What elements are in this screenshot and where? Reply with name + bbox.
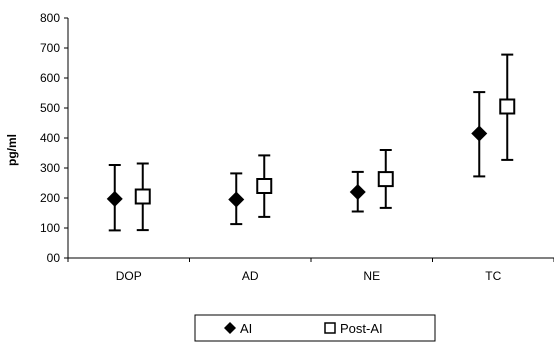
data-point [377, 171, 394, 188]
data-point [499, 98, 516, 115]
x-category-label: NE [363, 269, 380, 283]
y-tick-label: 00 [47, 251, 61, 265]
y-tick-label: 100 [40, 221, 60, 235]
legend-marker [224, 322, 236, 334]
y-tick-label: 300 [40, 161, 60, 175]
data-point [134, 188, 151, 205]
y-tick-label: 500 [40, 101, 60, 115]
legend-label: Post-AI [340, 321, 383, 336]
y-axis-label: pg/ml [5, 134, 19, 166]
y-tick-label: 700 [40, 41, 60, 55]
x-category-label: DOP [116, 269, 142, 283]
data-point [228, 191, 245, 208]
x-category-label: AD [242, 269, 259, 283]
data-point [256, 178, 273, 194]
y-tick-label: 600 [40, 71, 60, 85]
legend: AI Post-AI [194, 314, 436, 342]
y-ticks: 00 100 200 300 400 500 600 700 800 [40, 11, 68, 265]
data-point [106, 190, 123, 207]
data-point [471, 125, 488, 142]
legend-marker [324, 322, 336, 334]
y-tick-label: 400 [40, 131, 60, 145]
y-tick-label: 800 [40, 11, 60, 25]
data-point [349, 184, 366, 200]
data-marks [106, 53, 516, 232]
x-category-label: TC [485, 269, 501, 283]
y-tick-label: 200 [40, 191, 60, 205]
x-categories: DOP AD NE TC [67, 258, 554, 283]
legend-label: AI [240, 321, 252, 336]
